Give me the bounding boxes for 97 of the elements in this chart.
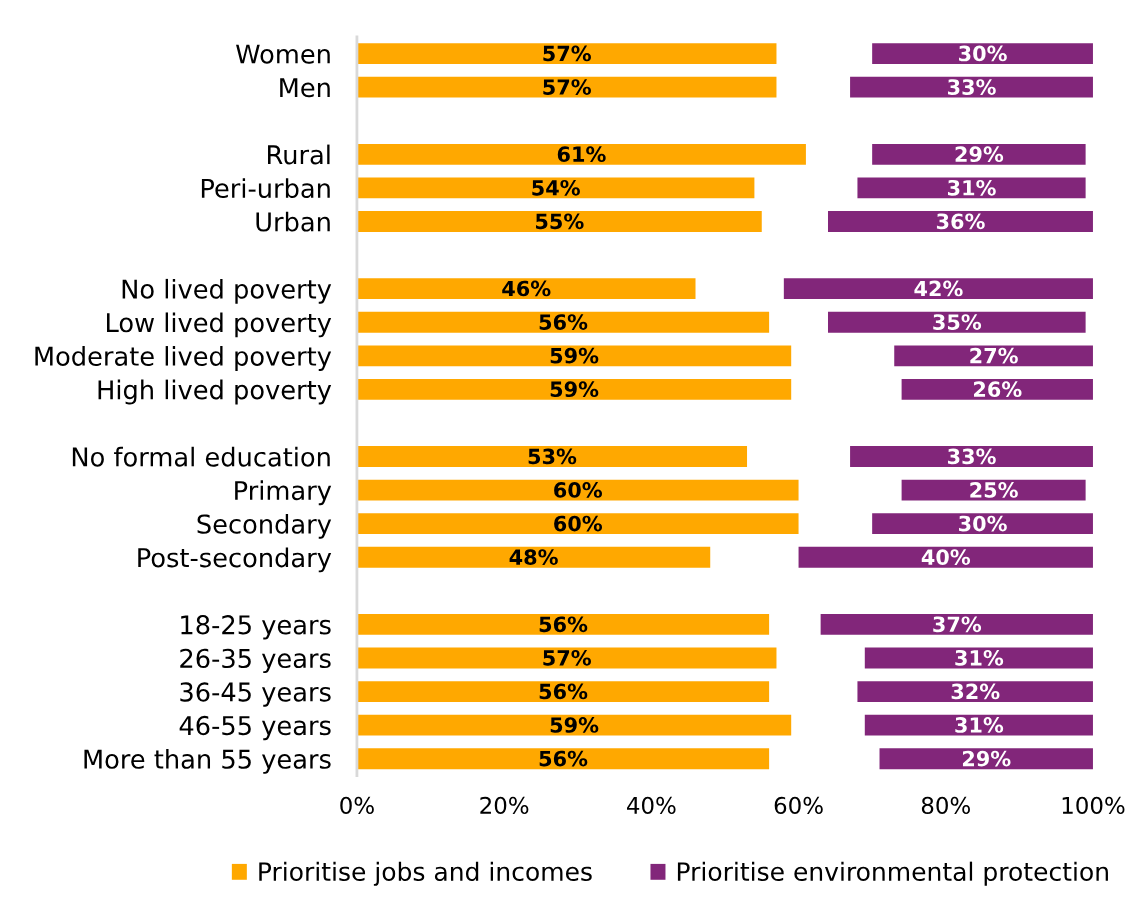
bar: [820, 614, 1093, 635]
bar: [356, 748, 770, 770]
data-label: 54%: [532, 179, 580, 196]
y-tick-label: No lived poverty: [122, 278, 332, 304]
data-label: 30%: [959, 45, 1007, 62]
y-tick-label: No formal education: [72, 446, 330, 467]
x-tick-label: 0%: [340, 796, 374, 815]
x-tick-label: 80%: [921, 796, 970, 815]
bar: [356, 345, 792, 367]
bar: [864, 714, 1093, 736]
legend-label: Prioritise jobs and incomes: [259, 861, 592, 886]
bar: [356, 479, 799, 501]
y-tick-label: Moderate lived poverty: [35, 346, 332, 371]
data-label: 60%: [554, 515, 603, 532]
data-label: 56%: [539, 616, 588, 633]
bar: [356, 278, 696, 300]
y-tick-label: More than 55 years: [84, 748, 331, 774]
x-tick-label: 60%: [774, 796, 823, 815]
bar: [850, 446, 1093, 467]
bar: [901, 378, 1093, 400]
bar: [872, 143, 1086, 165]
bar: [356, 513, 799, 535]
data-label: 59%: [550, 717, 599, 733]
y-tick-label: Urban: [256, 211, 330, 232]
data-label: 59%: [550, 381, 599, 398]
data-label: 42%: [914, 280, 963, 297]
bar: [828, 311, 1086, 333]
bar: [879, 748, 1093, 770]
data-label: 36%: [936, 213, 985, 230]
y-tick-label: 26-35 years: [180, 648, 331, 674]
y-tick-label: Rural: [268, 144, 330, 165]
data-label: 55%: [536, 213, 584, 230]
bar: [356, 714, 792, 736]
y-tick-label: Post-secondary: [138, 547, 332, 573]
bar: [850, 76, 1093, 98]
bar: [356, 76, 777, 98]
data-label: 27%: [970, 347, 1018, 364]
y-tick-label: Primary: [235, 480, 332, 506]
data-label: 32%: [951, 683, 1000, 700]
data-label: 26%: [974, 381, 1022, 398]
data-label: 31%: [955, 717, 1004, 733]
bar: [872, 513, 1093, 535]
data-label: 33%: [947, 79, 996, 95]
bar: [872, 43, 1093, 65]
y-tick-label: 18-25 years: [181, 615, 331, 640]
data-label: 57%: [543, 649, 591, 666]
data-label: 57%: [543, 45, 591, 62]
data-label: 59%: [550, 347, 599, 364]
bar: [857, 681, 1093, 702]
bar: [783, 278, 1093, 300]
data-label: 25%: [970, 482, 1018, 498]
bar: [356, 43, 777, 65]
data-label: 56%: [539, 314, 588, 330]
y-tick-label: Men: [280, 78, 330, 98]
bar: [356, 681, 770, 702]
bar: [356, 378, 792, 400]
bar: [356, 614, 770, 635]
data-label: 46%: [502, 280, 551, 297]
data-label: 29%: [955, 146, 1004, 163]
data-label: 37%: [933, 616, 982, 633]
bar: [894, 345, 1093, 367]
data-label: 29%: [962, 750, 1011, 767]
bar: [356, 143, 806, 165]
y-tick-label: Low lived poverty: [107, 312, 332, 338]
data-label: 31%: [947, 179, 996, 196]
x-tick-label: 20%: [480, 796, 529, 815]
data-label: 35%: [933, 314, 982, 330]
y-tick-label: Women: [236, 44, 330, 64]
bar: [828, 211, 1093, 232]
data-label: 40%: [921, 549, 971, 565]
data-label: 56%: [539, 683, 588, 700]
bar: [857, 177, 1086, 199]
x-tick-label: 100%: [1062, 796, 1125, 815]
y-tick-label: 36-45 years: [180, 682, 331, 707]
data-label: 53%: [528, 448, 577, 465]
bar: [356, 211, 762, 232]
bar: [356, 311, 770, 333]
y-tick-label: 46-55 years: [179, 715, 331, 741]
data-label: 57%: [543, 79, 591, 95]
bar: [356, 546, 711, 568]
y-tick-label: Peri-urban: [201, 178, 330, 199]
data-label: 31%: [955, 649, 1004, 666]
data-label: 33%: [947, 448, 996, 465]
y-tick-label: High lived poverty: [98, 379, 332, 405]
bar: [798, 546, 1093, 568]
x-tick-label: 40%: [627, 796, 676, 815]
bar: [356, 446, 748, 467]
data-label: 61%: [557, 146, 606, 163]
y-tick-label: Secondary: [197, 513, 332, 539]
bar: [356, 177, 755, 199]
data-label: 60%: [554, 482, 603, 498]
data-label: 56%: [539, 750, 588, 767]
bar: [356, 647, 777, 669]
legend-label: Prioritise environmental protection: [677, 861, 1108, 886]
data-label: 30%: [959, 515, 1007, 532]
bar: [901, 479, 1086, 501]
data-label: 48%: [509, 549, 558, 565]
